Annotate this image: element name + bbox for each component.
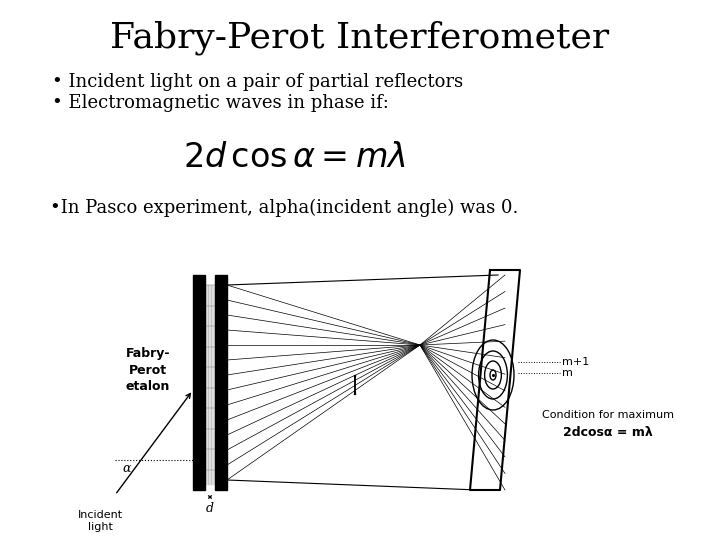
Text: $2d\,\cos\alpha = m\lambda$: $2d\,\cos\alpha = m\lambda$ — [184, 142, 407, 174]
Text: Incident
light: Incident light — [78, 510, 122, 532]
Bar — [215, 275, 227, 490]
Bar — [193, 275, 205, 490]
Text: • Incident light on a pair of partial reflectors: • Incident light on a pair of partial re… — [52, 73, 463, 91]
Text: •In Pasco experiment, alpha(incident angle) was 0.: •In Pasco experiment, alpha(incident ang… — [50, 199, 518, 217]
Text: m+1: m+1 — [562, 357, 589, 367]
Text: d: d — [206, 502, 214, 515]
Text: Condition for maximum: Condition for maximum — [542, 410, 674, 420]
Text: Fabry-
Perot
etalon: Fabry- Perot etalon — [126, 347, 170, 394]
Text: • Electromagnetic waves in phase if:: • Electromagnetic waves in phase if: — [52, 94, 389, 112]
Text: Fabry-Perot Interferometer: Fabry-Perot Interferometer — [110, 21, 610, 55]
Text: α: α — [122, 462, 130, 475]
Text: m: m — [562, 368, 573, 378]
Text: 2dcosα = mλ: 2dcosα = mλ — [563, 427, 653, 440]
